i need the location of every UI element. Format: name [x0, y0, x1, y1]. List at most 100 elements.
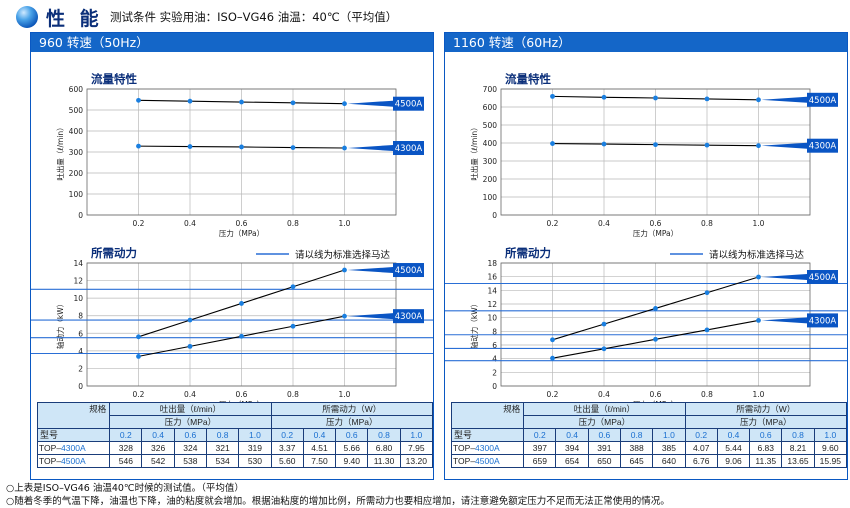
flow-cell: 326 — [141, 441, 175, 455]
y-tick-label: 4 — [78, 347, 83, 356]
power-cell: 4.07 — [684, 441, 718, 455]
pressure-value: 1.0 — [399, 428, 434, 442]
spec-table-60hz: 规格 吐出量（ℓ/min） 所需动力（W） 压力（MPa） 压力（MPa） 型号 0.… — [450, 402, 848, 468]
pressure-value: 0.2 — [684, 428, 718, 442]
flow-cell: 659 — [523, 454, 557, 468]
y-axis-label: 轴动力（kW） — [469, 300, 479, 349]
series-tag-pointer — [761, 317, 807, 324]
data-point-4300A — [704, 142, 710, 148]
power-cell: 15.95 — [813, 454, 848, 468]
data-point-4500A — [550, 93, 555, 99]
data-point-4500A — [187, 98, 193, 104]
y-tick-label: 8 — [78, 312, 83, 321]
power-cell: 8.21 — [781, 441, 815, 455]
y-tick-label: 2 — [78, 364, 83, 373]
data-point-4300A — [653, 336, 658, 342]
type-header: 型号 — [36, 428, 111, 442]
x-tick-label: 0.6 — [236, 219, 248, 228]
type-header: 型号 — [450, 428, 525, 442]
y-tick-label: 500 — [69, 106, 84, 115]
panel-50hz: 960 转速（50Hz） 流量特性 0 100 200 300 400 500 600 0.2 0… — [30, 32, 434, 480]
data-point-4300A — [601, 141, 607, 147]
series-tag — [807, 270, 838, 285]
data-point-4500A — [550, 337, 555, 343]
pressure-value: 0.2 — [523, 428, 557, 442]
page-title: 性 能 — [46, 8, 103, 30]
y-tick-label: 200 — [483, 175, 498, 184]
flow-cell: 391 — [587, 441, 622, 455]
pressure-value: 0.4 — [555, 428, 589, 442]
chart-title: 流量特性 — [91, 72, 137, 86]
pressure-value: 0.8 — [619, 428, 654, 442]
power-group-header: 所需动力（W） — [684, 402, 848, 416]
panel-heading: 960 转速（50Hz） — [31, 33, 433, 52]
power-cell: 11.30 — [367, 454, 401, 468]
y-tick-label: 14 — [487, 286, 497, 295]
y-tick-label: 6 — [78, 329, 83, 338]
x-axis-label: 压力（MPa） — [219, 399, 264, 402]
flow-cell: 534 — [205, 454, 240, 468]
pressure-value: 0.8 — [205, 428, 240, 442]
data-point-4500A — [704, 290, 710, 296]
x-tick-label: 0.2 — [547, 390, 559, 399]
y-tick-label: 4 — [492, 355, 497, 364]
y-tick-label: 200 — [69, 169, 84, 178]
pressure-value: 0.2 — [109, 428, 143, 442]
data-point-4300A — [756, 143, 761, 149]
pressure-header: 压力（MPa） — [270, 415, 434, 429]
data-point-4500A — [653, 306, 658, 311]
data-point-4300A — [550, 141, 555, 146]
y-axis-label: 吐出量（ℓ/min） — [55, 123, 65, 180]
panel-heading: 1160 转速（60Hz） — [445, 33, 847, 52]
table-row: TOP–4300A 328 326 324 321 319 3.37 4.51 5.66 6.80… — [36, 441, 434, 455]
data-point-4300A — [601, 346, 607, 352]
series-tag-pointer — [347, 100, 393, 107]
series-tag-pointer — [347, 313, 393, 320]
power-cell: 6.83 — [749, 441, 783, 455]
model-name: TOP–4300A — [450, 441, 525, 455]
series-tag — [393, 263, 424, 278]
y-tick-label: 300 — [483, 157, 498, 166]
flow-cell: 640 — [652, 454, 686, 468]
data-point-4500A — [342, 267, 347, 273]
flow-cell: 546 — [109, 454, 143, 468]
table-corner: 规格 — [450, 402, 525, 429]
flow-cell: 385 — [652, 441, 686, 455]
data-point-4300A — [187, 144, 193, 149]
pressure-header: 压力（MPa） — [109, 415, 272, 429]
y-tick-label: 12 — [73, 277, 83, 286]
pressure-value: 1.0 — [652, 428, 686, 442]
power-cell: 11.35 — [749, 454, 783, 468]
x-tick-label: 1.0 — [339, 219, 351, 228]
power-cell: 5.60 — [270, 454, 304, 468]
pressure-header: 压力（MPa） — [684, 415, 848, 429]
flow-cell: 394 — [555, 441, 589, 455]
pressure-value: 0.2 — [270, 428, 304, 442]
header-bullet-icon — [16, 6, 38, 28]
legend-standard-motor: 请以线为标准选择马达 — [709, 249, 805, 261]
y-tick-label: 16 — [487, 273, 497, 282]
plot-frame — [86, 262, 397, 387]
x-axis-label: 压力（MPa） — [633, 228, 678, 238]
y-tick-label: 8 — [492, 327, 497, 336]
data-point-4300A — [239, 144, 244, 150]
series-tag — [393, 309, 424, 324]
series-tag — [807, 313, 838, 328]
flow-cell: 650 — [587, 454, 622, 468]
y-tick-label: 10 — [487, 314, 497, 323]
series-tag — [807, 92, 838, 107]
data-point-4300A — [550, 355, 555, 361]
series-tag — [807, 138, 838, 153]
note-viscosity: ○随着冬季的气温下降，油温也下降，油的粘度就会增加。根据油粘度的增加比例，所需动… — [6, 496, 670, 507]
data-point-4300A — [239, 333, 244, 339]
x-tick-label: 0.4 — [184, 219, 196, 228]
y-tick-label: 600 — [69, 85, 84, 94]
data-point-4500A — [290, 284, 296, 290]
x-tick-label: 0.2 — [133, 390, 145, 399]
x-axis-label: 压力（MPa） — [633, 399, 678, 402]
series-tag-pointer — [761, 142, 807, 149]
x-tick-label: 1.0 — [339, 390, 351, 399]
chart-title: 所需动力 — [505, 246, 551, 260]
y-tick-label: 400 — [69, 127, 84, 136]
x-tick-label: 0.4 — [598, 390, 610, 399]
